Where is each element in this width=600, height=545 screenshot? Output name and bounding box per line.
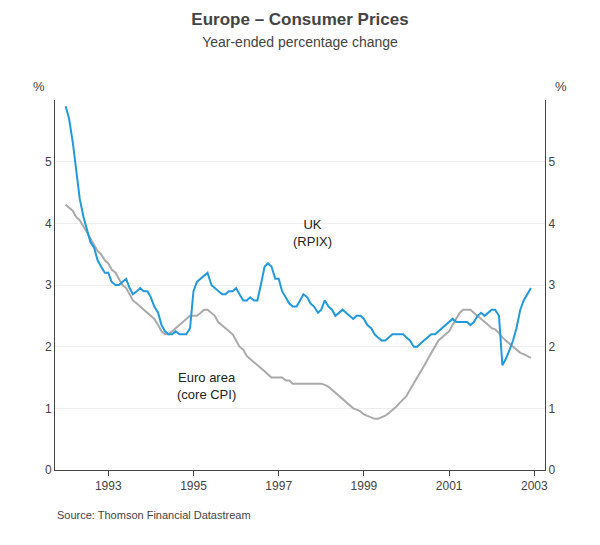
svg-text:1997: 1997 (265, 479, 292, 493)
svg-text:%: % (33, 79, 45, 94)
svg-text:2: 2 (548, 340, 555, 354)
svg-text:1: 1 (548, 402, 555, 416)
svg-text:1995: 1995 (180, 479, 207, 493)
svg-text:1993: 1993 (95, 479, 122, 493)
svg-text:1999: 1999 (351, 479, 378, 493)
svg-text:2: 2 (45, 340, 52, 354)
svg-text:Europe – Consumer PricesYear-e: Europe – Consumer PricesYear-ended perce… (191, 10, 408, 50)
svg-text:Euro area(core CPI): Euro area(core CPI) (177, 370, 236, 402)
svg-text:4: 4 (45, 217, 52, 231)
svg-text:3: 3 (548, 278, 555, 292)
svg-text:Source: Thomson Financial Data: Source: Thomson Financial Datastream (57, 509, 251, 521)
svg-text:3: 3 (45, 278, 52, 292)
svg-text:0: 0 (548, 463, 555, 477)
svg-text:0: 0 (45, 463, 52, 477)
svg-text:UK(RPIX): UK(RPIX) (293, 217, 332, 249)
svg-text:1: 1 (45, 402, 52, 416)
svg-text:2001: 2001 (436, 479, 463, 493)
svg-text:5: 5 (548, 155, 555, 169)
svg-text:5: 5 (45, 155, 52, 169)
svg-text:2003: 2003 (521, 479, 548, 493)
svg-text:%: % (555, 79, 567, 94)
svg-text:4: 4 (548, 217, 555, 231)
